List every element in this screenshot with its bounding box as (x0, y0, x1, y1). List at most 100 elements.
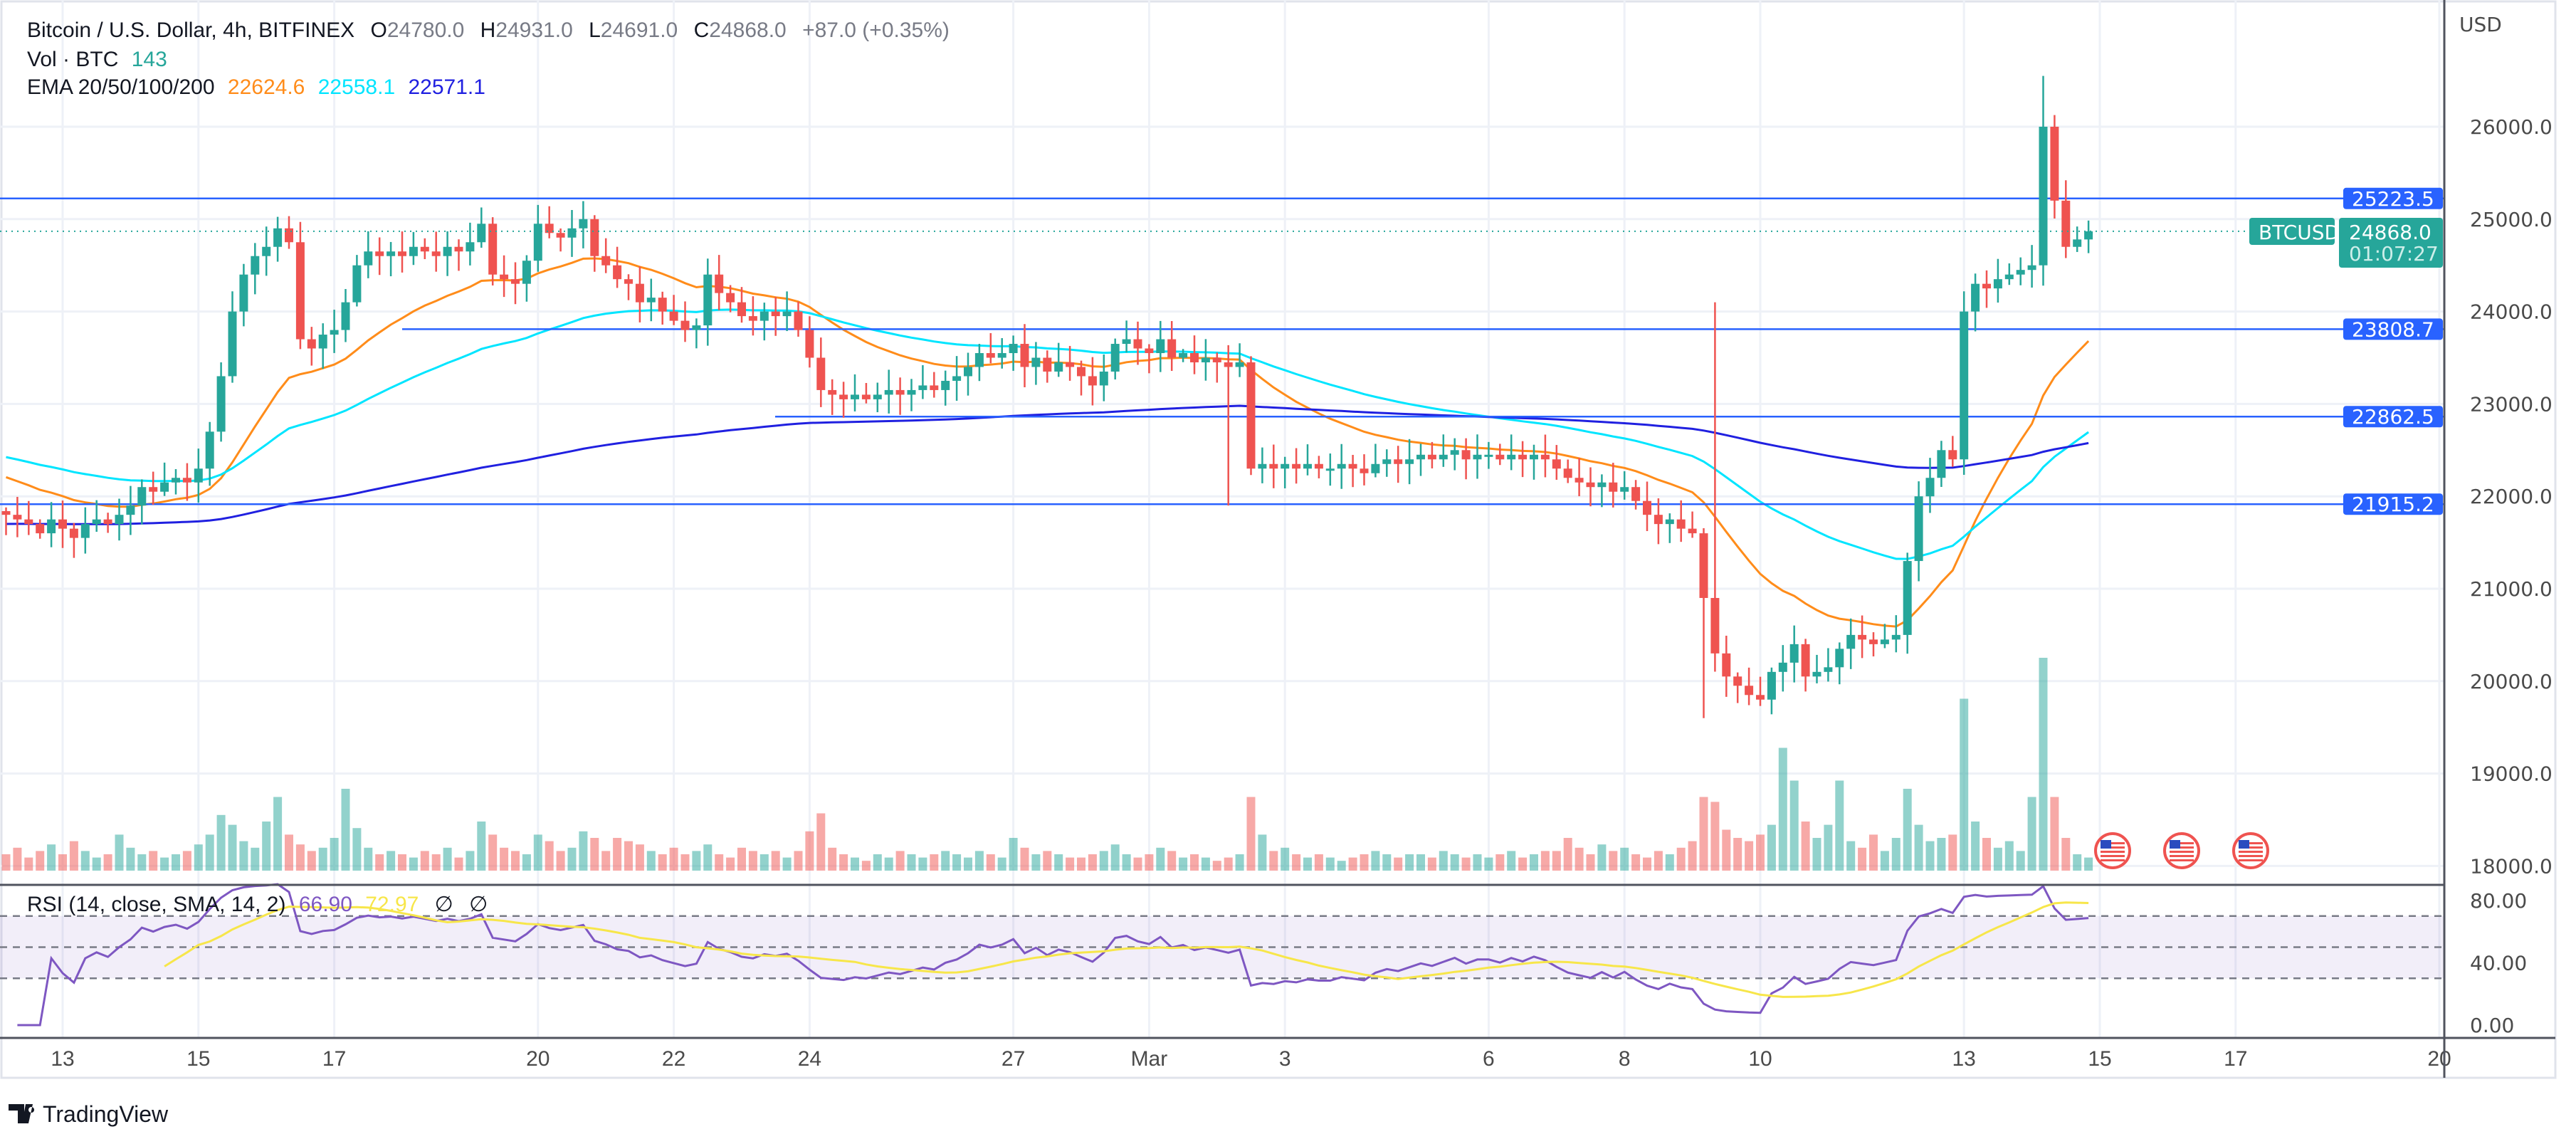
volume-bar (1756, 834, 1765, 871)
volume-bar (1031, 854, 1041, 871)
candle-body (1609, 482, 1618, 492)
ema-20-line[interactable] (5, 257, 2090, 628)
symbol-title[interactable]: Bitcoin / U.S. Dollar, 4h, BITFINEX (27, 19, 354, 42)
volume-bar (1348, 857, 1357, 871)
volume-bar (228, 824, 237, 871)
candle (1812, 654, 1821, 683)
volume-bar (420, 851, 429, 871)
candle (420, 238, 429, 259)
candle (997, 337, 1006, 369)
candle-body (828, 389, 837, 395)
volume-bar (1620, 847, 1629, 871)
candle-body (1903, 561, 1912, 635)
event-flags[interactable] (2094, 832, 2269, 869)
candle-body (409, 246, 418, 256)
candle (1699, 528, 1708, 718)
candle (454, 239, 463, 271)
time-axis-label[interactable]: 27 (1002, 1047, 1025, 1071)
us-flag-event-icon[interactable] (2094, 832, 2131, 869)
horizontal-levels[interactable] (0, 197, 2444, 505)
candle-body (318, 335, 327, 349)
volume-bar (1292, 854, 1301, 871)
candle-body (1439, 454, 1448, 460)
volume-bar (1314, 854, 1323, 871)
level-price-label: 22862.5 (2352, 405, 2434, 429)
candle (1461, 438, 1471, 480)
time-axis-label[interactable]: 13 (51, 1047, 74, 1071)
candle (1665, 513, 1674, 543)
candles (0, 75, 2249, 718)
candle (443, 231, 452, 276)
candle (1609, 463, 1618, 508)
candle-body (884, 389, 893, 395)
candle-body (352, 265, 362, 303)
level-price-label: 23808.7 (2352, 318, 2434, 341)
volume-bar (1586, 854, 1595, 871)
volume-bar (715, 854, 724, 871)
volume-bar (907, 854, 916, 871)
rsi-lines (17, 883, 2089, 1027)
time-axis-label[interactable]: 22 (662, 1047, 685, 1071)
candle-body (1586, 482, 1595, 488)
ema-50-line[interactable] (6, 308, 2089, 560)
volume-bar (1563, 838, 1572, 871)
candle (794, 301, 803, 337)
time-axis-label[interactable]: 8 (1619, 1047, 1631, 1071)
candle (1416, 444, 1425, 476)
volume-bar (69, 841, 78, 871)
candle-body (782, 311, 792, 317)
time-axis-label[interactable]: 6 (1483, 1047, 1495, 1071)
level-price-tag (2343, 493, 2443, 515)
time-axis-label[interactable]: 3 (1279, 1047, 1291, 1071)
candle-body (1643, 500, 1651, 515)
ema-200-line[interactable] (6, 404, 2089, 525)
candle (1099, 355, 1108, 402)
candle (1337, 444, 1346, 489)
time-axis-label[interactable]: 15 (186, 1047, 210, 1071)
legend-volume[interactable]: Vol · BTC 143 (27, 48, 167, 71)
candle (1552, 445, 1561, 480)
candle-body (624, 279, 633, 284)
rsi-tick-label: 40.00 (2470, 951, 2527, 975)
time-axis-label[interactable]: 13 (1952, 1047, 1976, 1071)
volume-bar (92, 857, 101, 871)
candle-body (1824, 667, 1833, 672)
candle (1427, 441, 1436, 468)
candle-body (805, 330, 814, 358)
volume-bar (488, 834, 498, 871)
time-axis-label[interactable]: 17 (2224, 1047, 2247, 1071)
flag-stripe (2101, 846, 2125, 849)
tradingview-logo[interactable]: TradingView (9, 1101, 169, 1127)
volume-bar (658, 854, 667, 871)
volume-bar (1631, 854, 1641, 871)
time-axis-label[interactable]: 20 (526, 1047, 550, 1071)
candle-body (1360, 468, 1369, 473)
legend-ema[interactable]: EMA 20/50/100/200 22624.6 22558.1 22571.… (27, 75, 485, 99)
time-axis-label[interactable]: 15 (2088, 1047, 2111, 1071)
volume-bar (149, 851, 158, 871)
candle-body (1710, 597, 1720, 654)
us-flag-event-icon[interactable] (2163, 832, 2200, 869)
volume-bar (533, 834, 542, 871)
candle-body (262, 246, 271, 256)
volume-bar (737, 847, 746, 871)
volume-bar (352, 828, 362, 871)
volume-bar (330, 838, 339, 871)
candle-body (873, 394, 882, 399)
candle (2084, 220, 2093, 253)
candle (216, 362, 226, 442)
time-axis-label[interactable]: 20 (2427, 1047, 2451, 1071)
candle (1948, 436, 1957, 467)
legend-rsi[interactable]: RSI (14, close, SMA, 14, 2) 66.90 72.97 … (27, 893, 488, 916)
candle-body (1427, 454, 1436, 460)
time-axis-label[interactable]: Mar (1131, 1047, 1168, 1071)
candle-body (2027, 265, 2036, 271)
flag-stripe (2170, 846, 2194, 849)
time-axis-label[interactable]: 17 (322, 1047, 346, 1071)
candle-body (726, 293, 735, 303)
time-axis-label[interactable]: 10 (1748, 1047, 1772, 1071)
time-axis-label[interactable]: 24 (798, 1047, 821, 1071)
volume-bar (1439, 851, 1448, 871)
us-flag-event-icon[interactable] (2232, 832, 2269, 869)
